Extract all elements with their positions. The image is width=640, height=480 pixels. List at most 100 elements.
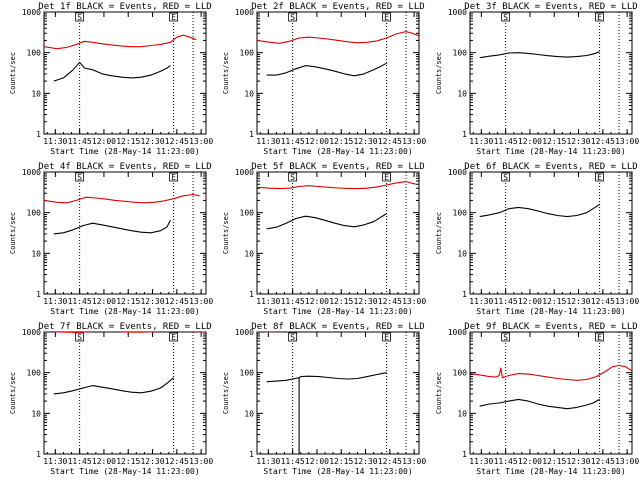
marker-box	[382, 172, 392, 182]
panel-title: Det 7f BLACK = Events, RED = LLD	[38, 322, 211, 332]
panel-4f: Det 4f BLACK = Events, RED = LLD 11:30 11:…	[9, 162, 213, 316]
x-tick-label: 12:15	[116, 457, 140, 466]
marker-box	[75, 332, 85, 342]
x-tick-label: 12:30	[566, 457, 590, 466]
y-tick-label: 10	[31, 409, 41, 418]
marker-label: E	[171, 13, 176, 22]
y-tick-label: 100	[453, 369, 468, 378]
series-events-line	[479, 51, 600, 59]
panel-title: Det 6f BLACK = Events, RED = LLD	[464, 162, 637, 172]
marker-label: S	[290, 173, 295, 182]
x-tick-label: 12:30	[353, 297, 377, 306]
y-tick-label: 1	[249, 290, 254, 299]
x-tick-label: 13:00	[402, 457, 426, 466]
x-axis-label: Start Time (28-May-14 11:23:00)	[476, 467, 625, 476]
series-events-line	[53, 377, 174, 395]
y-tick-label: 10	[457, 89, 467, 98]
x-tick-label: 12:45	[165, 297, 189, 306]
series-events-line	[53, 220, 171, 235]
series-events-line	[53, 61, 171, 82]
y-tick-label: 1000	[235, 168, 254, 177]
marker-box	[288, 12, 298, 22]
x-axis-label: Start Time (28-May-14 11:23:00)	[476, 147, 625, 156]
y-tick-label: 10	[31, 249, 41, 258]
marker-label: S	[290, 13, 295, 22]
marker-box	[595, 172, 604, 182]
y-tick-label: 10	[244, 249, 254, 258]
panel-8f: Det 8f BLACK = Events, RED = LLD 11:30 11:…	[222, 322, 426, 476]
x-tick-label: 11:30	[256, 297, 280, 306]
y-axis-label: Counts/sec	[9, 52, 17, 94]
y-tick-label: 1000	[22, 8, 41, 17]
x-tick-label: 12:45	[591, 297, 615, 306]
y-tick-label: 100	[240, 209, 255, 218]
y-tick-label: 10	[244, 89, 254, 98]
x-tick-label: 11:30	[469, 297, 493, 306]
series-events-line	[479, 398, 600, 410]
y-tick-label: 1000	[448, 328, 467, 337]
x-tick-label: 11:45	[281, 137, 305, 146]
x-tick-label: 12:00	[92, 297, 116, 306]
marker-label: E	[384, 173, 389, 182]
x-tick-label: 12:30	[566, 297, 590, 306]
marker-label: E	[384, 333, 389, 342]
x-tick-label: 12:00	[518, 137, 542, 146]
y-tick-label: 1000	[22, 328, 41, 337]
x-tick-label: 12:00	[305, 137, 329, 146]
x-tick-label: 12:15	[329, 297, 353, 306]
series-events-line	[266, 62, 387, 77]
x-axis-label: Start Time (28-May-14 11:23:00)	[50, 467, 199, 476]
x-tick-label: 12:45	[165, 137, 189, 146]
y-axis-label: Counts/sec	[222, 212, 230, 254]
series-lld-line	[470, 364, 632, 381]
x-tick-label: 12:30	[140, 137, 164, 146]
marker-label: E	[384, 13, 389, 22]
x-tick-label: 12:30	[566, 137, 590, 146]
panel-title: Det 5f BLACK = Events, RED = LLD	[251, 162, 424, 172]
marker-label: S	[503, 173, 508, 182]
y-tick-label: 1000	[448, 8, 467, 17]
x-tick-label: 11:30	[256, 137, 280, 146]
y-tick-label: 100	[453, 209, 468, 218]
y-tick-label: 1	[249, 450, 254, 459]
x-tick-label: 12:30	[353, 457, 377, 466]
y-axis-label: Counts/sec	[435, 372, 443, 414]
plot-frame	[43, 331, 207, 455]
panel-9f: Det 9f BLACK = Events, RED = LLD 11:30 11:…	[435, 322, 639, 476]
x-tick-label: 12:45	[378, 297, 402, 306]
x-tick-label: 12:15	[542, 457, 566, 466]
y-axis-label: Counts/sec	[9, 372, 17, 414]
marker-label: S	[503, 333, 508, 342]
plot-frame	[43, 11, 207, 135]
x-tick-label: 11:45	[68, 297, 92, 306]
marker-label: E	[597, 13, 602, 22]
y-tick-label: 1000	[22, 168, 41, 177]
x-tick-label: 12:15	[542, 137, 566, 146]
y-tick-label: 1000	[448, 168, 467, 177]
x-tick-label: 13:00	[615, 297, 639, 306]
series-events-line	[479, 203, 600, 218]
x-tick-label: 12:00	[92, 137, 116, 146]
x-tick-label: 12:15	[329, 457, 353, 466]
y-tick-label: 1	[249, 130, 254, 139]
x-tick-label: 12:00	[92, 457, 116, 466]
x-axis-label: Start Time (28-May-14 11:23:00)	[263, 307, 412, 316]
y-tick-label: 1	[462, 450, 467, 459]
x-tick-label: 11:30	[256, 457, 280, 466]
x-tick-label: 13:00	[189, 297, 213, 306]
x-tick-label: 12:00	[305, 297, 329, 306]
x-tick-label: 12:00	[305, 457, 329, 466]
x-tick-label: 12:45	[591, 137, 615, 146]
x-tick-label: 12:45	[378, 457, 402, 466]
x-tick-label: 12:45	[378, 137, 402, 146]
y-tick-label: 1	[462, 290, 467, 299]
x-tick-label: 11:30	[469, 457, 493, 466]
y-tick-label: 1000	[235, 328, 254, 337]
series-events-line	[266, 213, 387, 230]
series-lld-line	[44, 193, 200, 204]
marker-box	[595, 12, 604, 22]
marker-box	[75, 12, 85, 22]
panel-title: Det 2f BLACK = Events, RED = LLD	[251, 2, 424, 12]
marker-box	[501, 332, 511, 342]
